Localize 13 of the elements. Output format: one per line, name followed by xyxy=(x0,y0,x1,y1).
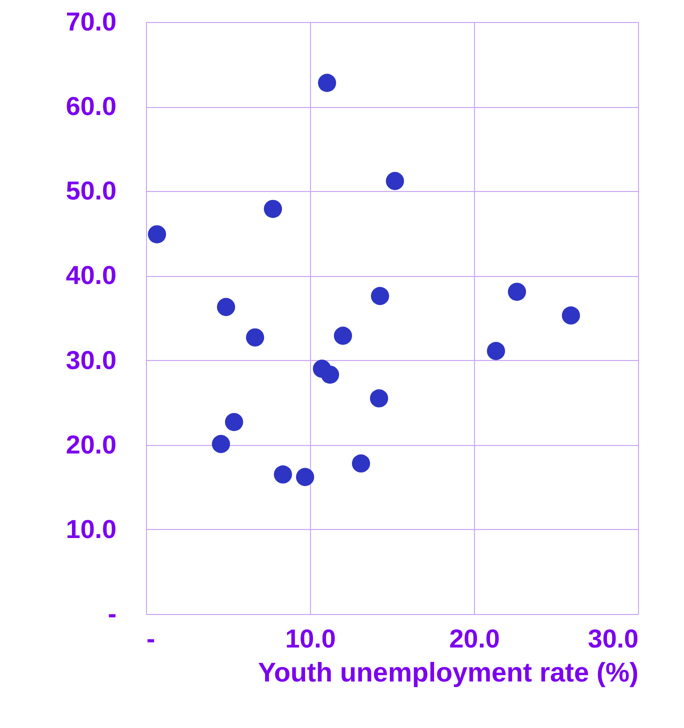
y-tick-label: 70.0 xyxy=(66,6,116,36)
y-tick-label: 20.0 xyxy=(66,429,116,460)
x-tick-label: 20.0 xyxy=(449,624,500,654)
y-tick-label: 50.0 xyxy=(66,176,116,206)
y-tick-label: - xyxy=(108,598,116,628)
x-tick-label: - xyxy=(146,624,156,654)
x-tick-label: 10.0 xyxy=(285,624,336,654)
y-tick-label: 40.0 xyxy=(66,260,116,290)
y-tick-label: 60.0 xyxy=(66,91,116,122)
x-tick-label: 30.0 xyxy=(588,624,638,654)
x-axis-title: Youth unemployment rate (%) xyxy=(258,658,638,688)
y-tick-label: 10.0 xyxy=(66,514,116,544)
y-tick-label: 30.0 xyxy=(66,344,116,375)
